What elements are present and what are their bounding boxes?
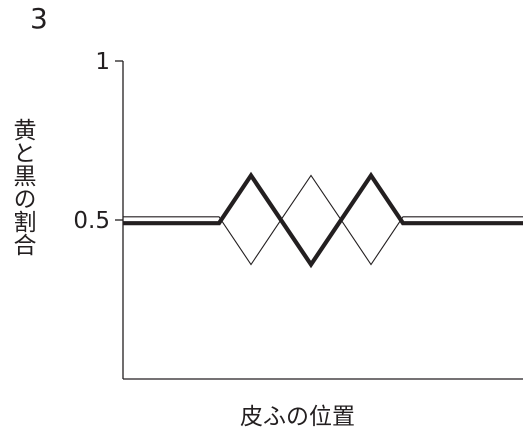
- axes: [122, 61, 523, 380]
- y-ticks: 10.5: [73, 49, 123, 234]
- thick-series-line: [123, 171, 523, 269]
- y-tick-label: 0.5: [73, 208, 110, 234]
- x-axis-label: 皮ふの位置: [240, 404, 355, 430]
- series-group: [123, 171, 523, 269]
- figure-number: 3: [30, 2, 48, 35]
- y-tick-label: 1: [95, 49, 110, 75]
- thin-series-line: [123, 174, 523, 266]
- y-axis-label: 黄と黒の割合: [9, 118, 35, 256]
